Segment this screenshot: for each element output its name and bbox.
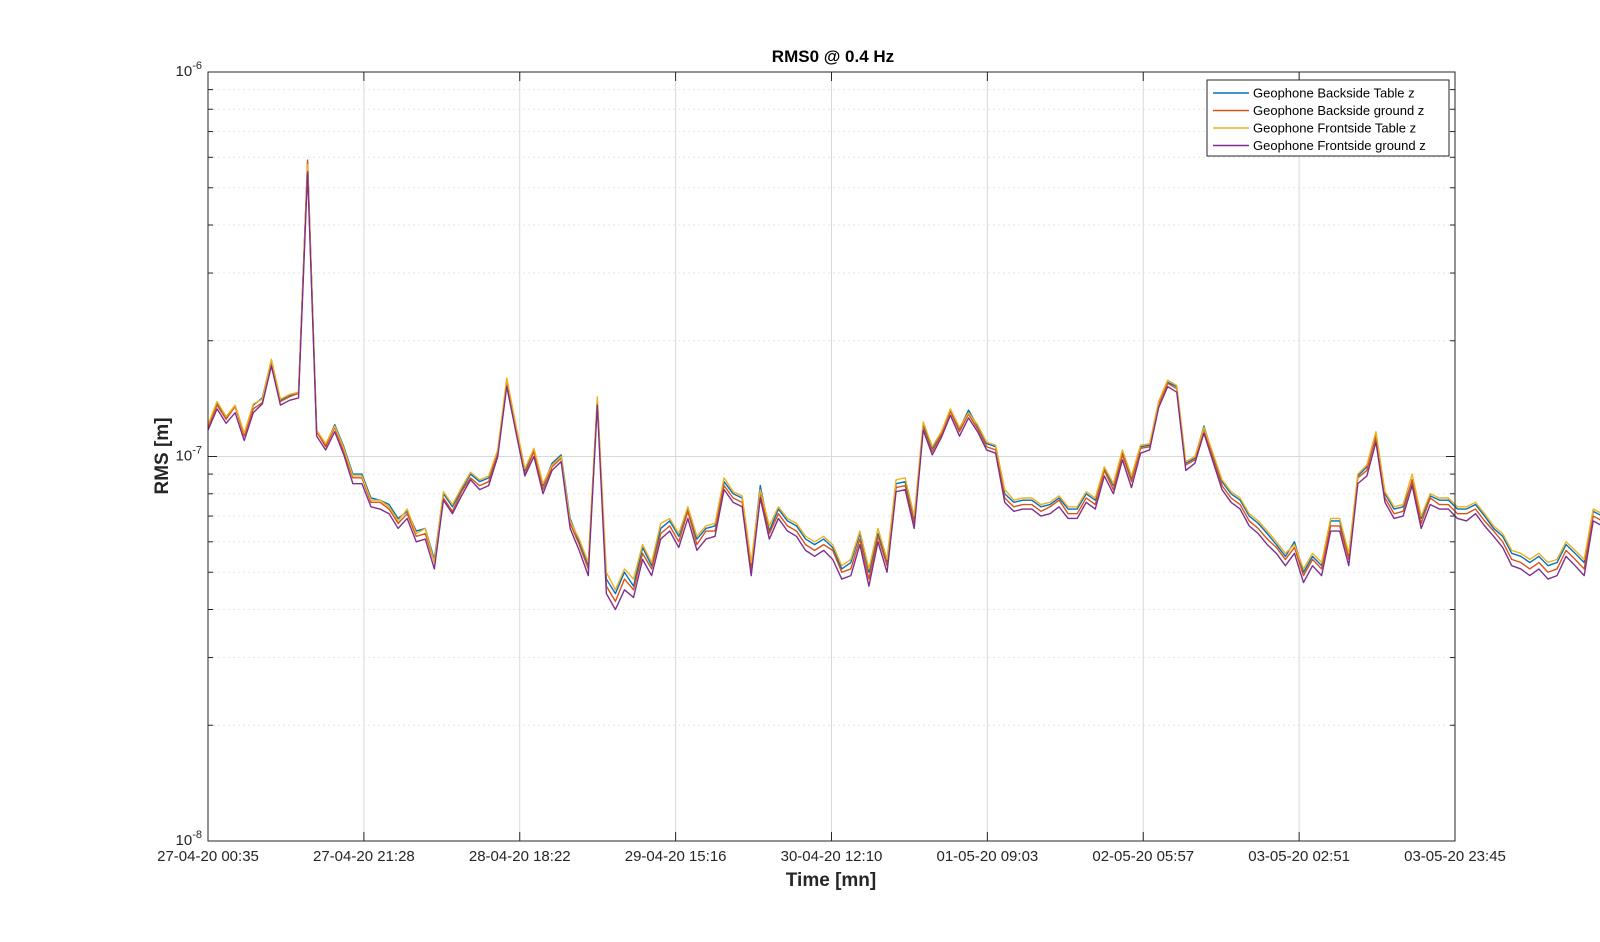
- legend-label-4: Geophone Frontside ground z: [1253, 138, 1426, 153]
- series-line-3: [207, 163, 1600, 591]
- y-tick-label: 10-8: [176, 829, 202, 849]
- legend-label-3: Geophone Frontside Table z: [1253, 121, 1416, 136]
- y-axis-title: RMS [m]: [152, 417, 173, 494]
- y-tick-label-exponent: -6: [192, 60, 202, 72]
- series-lines: [207, 159, 1600, 611]
- series-line-4: [207, 171, 1600, 611]
- legend-label-2: Geophone Backside ground z: [1253, 103, 1424, 118]
- x-tick-label: 03-05-20 02:51: [1248, 848, 1350, 865]
- y-tick-labels: 10-810-710-6: [176, 60, 202, 849]
- legend-label-1: Geophone Backside Table z: [1253, 86, 1415, 101]
- y-tick-label-exponent: -7: [192, 445, 202, 457]
- legend: Geophone Backside Table z Geophone Backsi…: [1206, 79, 1450, 157]
- chart-title: RMS0 @ 0.4 Hz: [772, 47, 894, 66]
- series-line-2: [207, 159, 1600, 603]
- x-tick-label: 28-04-20 18:22: [469, 848, 571, 865]
- y-tick-label-base: 10: [176, 832, 193, 849]
- x-tick-label: 02-05-20 05:57: [1092, 848, 1194, 865]
- x-tick-label: 30-04-20 12:10: [781, 848, 883, 865]
- x-axis-title: Time [mn]: [786, 870, 876, 891]
- grid-lines: [208, 72, 1455, 841]
- x-tick-label: 27-04-20 21:28: [313, 848, 415, 865]
- x-tick-labels: 27-04-20 00:35 27-04-20 21:28 28-04-20 18:…: [157, 848, 1506, 865]
- y-tick-label: 10-6: [176, 60, 202, 80]
- x-tick-label: 03-05-20 23:45: [1404, 848, 1506, 865]
- axis-ticks: [207, 72, 1456, 841]
- y-tick-label-exponent: -8: [192, 829, 202, 841]
- y-tick-label-base: 10: [176, 448, 193, 465]
- y-tick-label-base: 10: [176, 63, 193, 80]
- x-tick-label: 29-04-20 15:16: [625, 848, 727, 865]
- y-tick-label: 10-7: [176, 445, 202, 465]
- x-tick-label: 27-04-20 00:35: [157, 848, 259, 865]
- x-tick-label: 01-05-20 09:03: [937, 848, 1039, 865]
